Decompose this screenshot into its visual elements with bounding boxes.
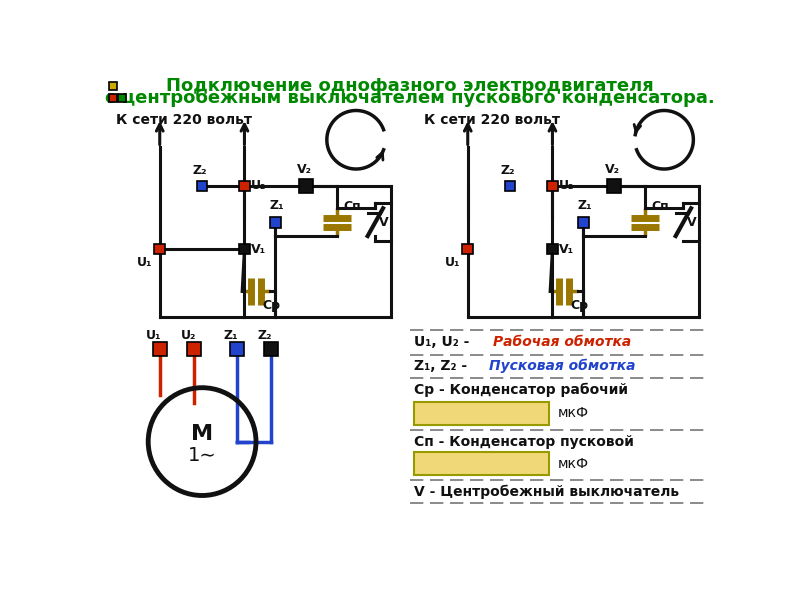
Bar xyxy=(265,342,278,356)
Bar xyxy=(187,342,202,356)
Text: M: M xyxy=(191,424,213,444)
Text: V₁: V₁ xyxy=(250,242,266,256)
Bar xyxy=(505,181,515,191)
Text: V - Центробежный выключатель: V - Центробежный выключатель xyxy=(414,484,679,499)
Text: V: V xyxy=(687,215,697,229)
Bar xyxy=(607,179,621,193)
Bar xyxy=(414,401,549,425)
Text: Cп: Cп xyxy=(343,200,361,213)
Text: U₂: U₂ xyxy=(250,179,266,193)
Text: Cп - Конденсатор пусковой: Cп - Конденсатор пусковой xyxy=(414,434,634,449)
Text: К сети 220 вольт: К сети 220 вольт xyxy=(424,113,560,127)
Bar xyxy=(547,181,558,191)
Text: Cр: Cр xyxy=(570,299,588,312)
Text: Z₂: Z₂ xyxy=(193,164,207,177)
Text: Z₁, Z₂ -: Z₁, Z₂ - xyxy=(414,359,472,373)
Text: V₂: V₂ xyxy=(297,163,312,176)
Text: V₂: V₂ xyxy=(605,163,620,176)
Text: U₁: U₁ xyxy=(146,329,162,342)
Bar xyxy=(299,179,313,193)
Bar xyxy=(239,181,250,191)
Text: Z₂: Z₂ xyxy=(258,329,273,342)
Text: Z₁: Z₁ xyxy=(269,199,284,212)
Bar xyxy=(109,94,117,102)
Text: Рабочая обмотка: Рабочая обмотка xyxy=(493,335,631,349)
Text: V₁: V₁ xyxy=(558,242,574,256)
Bar xyxy=(270,217,281,227)
Bar xyxy=(547,244,558,254)
Bar xyxy=(118,94,126,102)
Text: U₁, U₂ -: U₁, U₂ - xyxy=(414,335,474,349)
Text: Z₁: Z₁ xyxy=(223,329,238,342)
Text: V: V xyxy=(379,215,389,229)
Bar xyxy=(153,342,166,356)
Bar xyxy=(414,452,549,475)
Text: с центробежным выключателем пускового конденсатора.: с центробежным выключателем пускового ко… xyxy=(105,89,715,107)
Text: Пусковая обмотка: Пусковая обмотка xyxy=(489,359,635,373)
Bar xyxy=(462,244,473,254)
Text: мкФ: мкФ xyxy=(558,406,589,420)
Bar xyxy=(230,342,244,356)
Bar xyxy=(578,217,589,227)
Text: Подключение однофазного электродвигателя: Подключение однофазного электродвигателя xyxy=(166,77,654,95)
Bar xyxy=(154,244,165,254)
Text: Z₁: Z₁ xyxy=(577,199,592,212)
Text: U₂: U₂ xyxy=(181,329,196,342)
Bar xyxy=(109,82,117,90)
Text: Z₂: Z₂ xyxy=(501,164,515,177)
Text: К сети 220 вольт: К сети 220 вольт xyxy=(116,113,252,127)
Text: 1∼: 1∼ xyxy=(188,446,217,465)
Text: Cп: Cп xyxy=(651,200,669,213)
Bar xyxy=(239,244,250,254)
Text: Cр - Конденсатор рабочий: Cр - Конденсатор рабочий xyxy=(414,383,628,397)
Text: мкФ: мкФ xyxy=(558,457,589,471)
Text: Cр: Cр xyxy=(262,299,280,312)
Text: U₂: U₂ xyxy=(558,179,574,193)
Text: U₁: U₁ xyxy=(137,256,152,269)
Text: U₁: U₁ xyxy=(445,256,460,269)
Bar xyxy=(197,181,207,191)
